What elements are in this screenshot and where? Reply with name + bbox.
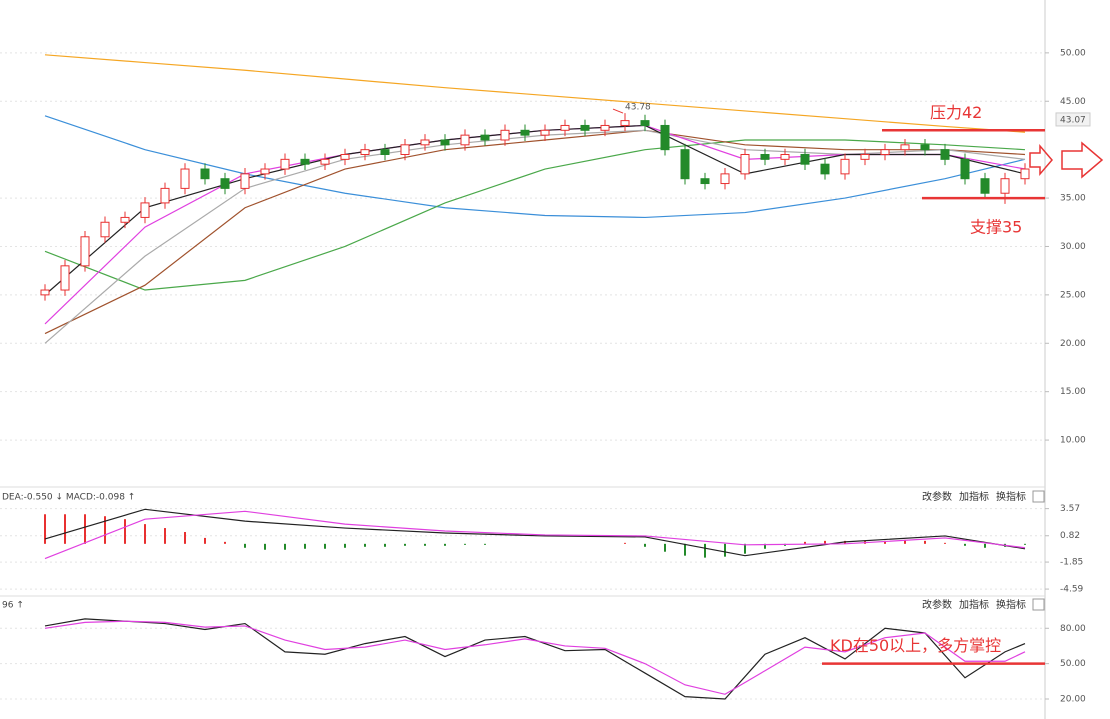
annotation-text: 支撑35 <box>970 218 1022 237</box>
candle-body <box>580 124 590 131</box>
candle-body <box>60 265 70 291</box>
candle-body <box>160 187 170 204</box>
candle-body <box>860 154 870 160</box>
candle-body <box>500 129 510 141</box>
y-tick-label: -4.59 <box>1060 585 1084 595</box>
candle-body <box>280 158 290 170</box>
y-tick-label: 3.57 <box>1060 504 1080 514</box>
y-tick-label: 45.00 <box>1060 97 1086 107</box>
peak-label: 43.78 <box>625 103 651 113</box>
candle-body <box>520 129 530 136</box>
candle-body <box>900 144 910 151</box>
candle-body <box>540 129 550 136</box>
close-button[interactable] <box>1032 598 1045 611</box>
candle-body <box>920 144 930 151</box>
indicator-line <box>44 620 1026 695</box>
panel-button[interactable]: 加指标 <box>959 490 989 503</box>
indicator-header: 96 ↑ <box>2 601 24 611</box>
candle-body <box>460 134 470 146</box>
candle-body <box>800 154 810 165</box>
candle-body <box>200 168 210 180</box>
y-tick-label: 10.00 <box>1060 436 1086 446</box>
candle-body <box>400 144 410 156</box>
panel-button[interactable]: 改参数 <box>922 598 952 611</box>
candle-body <box>740 154 750 175</box>
indicator-line <box>44 129 1026 344</box>
candle-body <box>780 154 790 160</box>
y-tick-label: 80.00 <box>1060 624 1086 634</box>
y-tick-label: 50.00 <box>1060 659 1086 669</box>
candle-body <box>100 221 110 238</box>
y-tick-label: 50.00 <box>1060 48 1086 58</box>
candle-body <box>300 158 310 165</box>
candle-body <box>1000 178 1010 194</box>
candle-body <box>360 149 370 156</box>
y-tick-label: 35.00 <box>1060 194 1086 204</box>
candle-body <box>840 158 850 175</box>
candle-body <box>760 154 770 160</box>
last-price-label: 43.07 <box>1060 115 1086 125</box>
arrow-icon <box>1029 143 1053 177</box>
candle-body <box>320 158 330 165</box>
indicator-line <box>44 508 1026 557</box>
indicator-line <box>44 618 1026 700</box>
candle-body <box>600 124 610 131</box>
candle-body <box>940 149 950 160</box>
indicator-line <box>44 139 1026 291</box>
indicator-line <box>44 510 1026 560</box>
candle-body <box>660 124 670 151</box>
candle-body <box>80 236 90 267</box>
arrow-icon <box>1061 141 1104 179</box>
y-tick-label: 20.00 <box>1060 339 1086 349</box>
candle-body <box>680 149 690 180</box>
indicator-line <box>44 54 1026 133</box>
candle-body <box>40 289 50 296</box>
candle-body <box>700 178 710 185</box>
y-tick-label: -1.85 <box>1060 558 1083 568</box>
y-tick-label: 30.00 <box>1060 242 1086 252</box>
candle-body <box>180 168 190 189</box>
candle-body <box>220 178 230 189</box>
y-tick-label: 20.00 <box>1060 694 1086 704</box>
candle-body <box>240 173 250 189</box>
y-tick-label: 0.82 <box>1060 531 1080 541</box>
indicator-header: DEA:-0.550 ↓ MACD:-0.098 ↑ <box>2 493 135 503</box>
panel-button[interactable]: 换指标 <box>996 598 1026 611</box>
candle-body <box>880 149 890 156</box>
annotation-text: 压力42 <box>930 103 982 122</box>
candle-body <box>980 178 990 194</box>
candle-body <box>260 168 270 175</box>
close-button[interactable] <box>1032 490 1045 503</box>
peak-pointer <box>612 108 624 114</box>
candle-body <box>1020 168 1030 180</box>
candle-body <box>440 139 450 146</box>
indicator-line <box>44 115 1026 219</box>
candle-body <box>380 149 390 156</box>
candle-body <box>620 120 630 126</box>
candle-body <box>420 139 430 146</box>
panel-button[interactable]: 改参数 <box>922 490 952 503</box>
candle-body <box>560 124 570 131</box>
candle-body <box>140 202 150 218</box>
candle-body <box>340 154 350 160</box>
candle-body <box>640 120 650 126</box>
panel-button[interactable]: 换指标 <box>996 490 1026 503</box>
candle-body <box>960 158 970 180</box>
candle-body <box>820 163 830 175</box>
last-price-box <box>1055 112 1091 127</box>
panel-button[interactable]: 加指标 <box>959 598 989 611</box>
candle-body <box>720 173 730 185</box>
y-tick-label: 15.00 <box>1060 387 1086 397</box>
indicator-line <box>44 124 1026 296</box>
annotation-text: KD在50以上，多方掌控 <box>830 636 1001 655</box>
candle-body <box>120 216 130 223</box>
y-tick-label: 25.00 <box>1060 290 1086 300</box>
candle-body <box>480 134 490 141</box>
